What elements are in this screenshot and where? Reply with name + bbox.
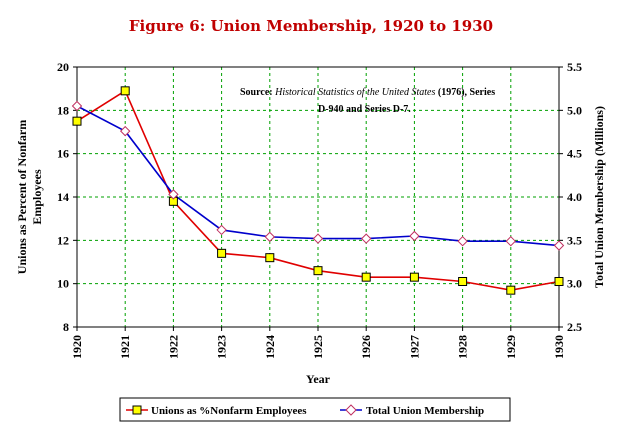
unions-percent-point	[554, 277, 564, 286]
x-tick-label: 1929	[504, 335, 518, 359]
left-axis-ticks: 8 10 12 14 16 18 20	[57, 60, 77, 334]
x-tick-label: 1928	[456, 335, 470, 359]
left-tick-label: 14	[57, 190, 69, 204]
source-annotation-line1: Source: Historical Statistics of the Uni…	[240, 87, 495, 98]
legend-label-unions-percent: Unions as %Nonfarm Employees	[151, 405, 307, 417]
series-markers	[71, 86, 565, 295]
legend: Unions as %Nonfarm Employees Total Union…	[119, 397, 511, 422]
left-tick-label: 18	[57, 103, 69, 117]
right-tick-label: 4.0	[567, 190, 582, 204]
legend-marker-diamond	[345, 404, 357, 416]
x-tick-label: 1930	[552, 335, 566, 359]
right-tick-label: 3.0	[567, 277, 582, 291]
unions-percent-point	[120, 86, 130, 96]
right-tick-label: 2.5	[567, 320, 582, 334]
x-tick-label: 1921	[118, 335, 132, 359]
left-axis-label-line1: Unions as Percent of Nonfarm	[15, 120, 29, 274]
chart-title: Figure 6: Union Membership, 1920 to 1930	[129, 17, 493, 35]
right-tick-label: 3.5	[567, 233, 582, 247]
left-tick-label: 20	[57, 60, 69, 74]
source-annotation: Source: Historical Statistics of the Uni…	[240, 87, 495, 115]
x-axis-ticks: 1920 1921 1922 1923 1924 1925 1926 1927 1928 1929…	[70, 327, 566, 359]
x-tick-label: 1923	[215, 335, 229, 359]
legend-label-total-membership: Total Union Membership	[366, 405, 484, 417]
unions-percent-point	[458, 277, 468, 286]
total-membership-point	[119, 125, 131, 137]
total-membership-point	[360, 233, 372, 244]
total-membership-point	[553, 240, 565, 251]
x-tick-label: 1924	[263, 335, 277, 359]
unions-percent-point	[409, 272, 419, 282]
right-axis-label: Total Union Membership (Millions)	[592, 106, 606, 288]
unions-percent-point	[313, 266, 323, 276]
x-tick-label: 1925	[311, 335, 325, 359]
total-membership-point	[409, 230, 420, 242]
unions-percent-point	[72, 116, 82, 126]
x-tick-label: 1927	[407, 335, 421, 359]
unions-percent-point	[265, 253, 275, 263]
total-membership-point	[457, 235, 468, 247]
right-tick-label: 5.0	[567, 103, 582, 117]
legend-box	[119, 397, 511, 422]
x-tick-label: 1922	[166, 335, 180, 359]
left-tick-label: 10	[57, 277, 69, 291]
unions-percent-point	[361, 272, 371, 282]
unions-percent-point	[217, 248, 227, 258]
total-membership-point	[216, 224, 227, 236]
unions-percent-point	[506, 285, 516, 295]
total-membership-point	[168, 189, 179, 200]
total-membership-point	[505, 235, 517, 247]
left-axis-label: Unions as Percent of Nonfarm Employees	[15, 120, 44, 274]
total-membership-point	[264, 231, 276, 243]
total-membership-point	[71, 100, 83, 112]
right-tick-label: 4.5	[567, 147, 582, 161]
x-tick-label: 1920	[70, 335, 84, 359]
left-tick-label: 8	[63, 320, 69, 334]
x-axis-label: Year	[306, 372, 331, 386]
right-tick-label: 5.5	[567, 60, 582, 74]
left-tick-label: 16	[57, 147, 69, 161]
right-axis-ticks: 2.5 3.0 3.5 4.0 4.5 5.0 5.5	[559, 60, 582, 334]
total-membership-point	[312, 233, 324, 244]
left-tick-label: 12	[57, 233, 69, 247]
left-axis-label-line2: Employees	[30, 169, 44, 225]
x-tick-label: 1926	[359, 335, 373, 359]
legend-marker-square	[132, 405, 142, 415]
source-annotation-line2: D-940 and Series D-7.	[318, 104, 411, 115]
